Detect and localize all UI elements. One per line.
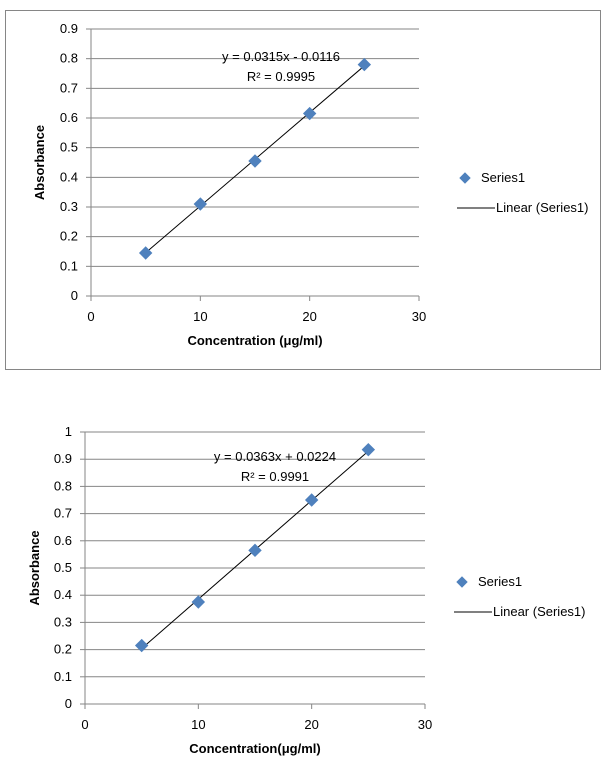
trendline-equation: y = 0.0363x + 0.0224	[214, 449, 336, 464]
legend-label-linear: Linear (Series1)	[493, 604, 586, 619]
y-tick-label: 0.4	[54, 587, 72, 602]
x-tick-label: 20	[304, 717, 318, 732]
y-tick-label: 0.7	[54, 506, 72, 521]
y-tick-label: 0.3	[60, 199, 78, 214]
trendline-r-squared: R² = 0.9995	[247, 69, 315, 84]
data-point	[134, 638, 149, 653]
x-tick-label: 30	[412, 309, 426, 324]
data-point	[361, 442, 376, 457]
y-tick-label: 0.3	[54, 614, 72, 629]
y-tick-label: 0.4	[60, 169, 78, 184]
y-tick-label: 0.5	[54, 560, 72, 575]
y-tick-label: 0.7	[60, 80, 78, 95]
y-axis-title: Absorbance	[27, 530, 42, 605]
data-point	[193, 197, 208, 211]
legend-label-series1: Series1	[478, 574, 522, 589]
y-tick-label: 0	[65, 696, 72, 711]
y-tick-label: 0.1	[54, 669, 72, 684]
data-point	[138, 246, 153, 260]
y-tick-label: 0.1	[60, 258, 78, 273]
y-tick-label: 0.9	[54, 451, 72, 466]
data-point	[357, 57, 372, 72]
y-tick-label: 0.2	[54, 642, 72, 657]
trendline-r-squared: R² = 0.9991	[241, 469, 309, 484]
chart-2: 0 0.1 0.2 0.3 0.4 0.5 0.6 0.7 0.8 0.9 1 0 10 20 30 Conc…	[5, 418, 599, 758]
x-tick-label: 10	[191, 717, 205, 732]
data-point	[302, 106, 317, 121]
y-tick-label: 0.5	[60, 140, 78, 155]
y-tick-label: 0.6	[60, 110, 78, 125]
x-tick-label: 10	[193, 309, 207, 324]
y-tick-label: 0.8	[54, 478, 72, 493]
legend-marker-series1	[459, 172, 471, 184]
data-point	[248, 154, 262, 168]
y-tick-label: 0.6	[54, 533, 72, 548]
y-tick-label: 0.8	[60, 51, 78, 66]
x-tick-label: 0	[81, 717, 88, 732]
x-tick-label: 20	[302, 309, 316, 324]
y-tick-label: 0.2	[60, 229, 78, 244]
x-tick-label: 0	[87, 309, 94, 324]
data-point	[248, 543, 262, 558]
x-tick-label: 30	[418, 717, 432, 732]
trendline-equation: y = 0.0315x - 0.0116	[222, 49, 340, 64]
chart-2-svg: 00.10.20.30.40.50.60.70.80.910 10 20 30Conc…	[27, 424, 586, 756]
chart-1: 0 0.1 0.2 0.3 0.4 0.5 0.6 0.7 0.8 0.9 0 10 20 30 Conce…	[5, 10, 601, 370]
x-axis-title: Concentration (μg/ml)	[187, 333, 322, 348]
legend-label-linear: Linear (Series1)	[496, 200, 589, 215]
data-point	[191, 595, 206, 609]
legend-marker-series1	[456, 576, 468, 588]
y-tick-label: 1	[65, 424, 72, 439]
data-point	[304, 493, 319, 507]
chart-1-svg: 0 0.1 0.2 0.3 0.4 0.5 0.6 0.7 0.8 0.9 0 10 20 30 Conce…	[32, 21, 589, 348]
y-axis-title: Absorbance	[32, 125, 47, 200]
x-axis-title: Concentration(μg/ml)	[189, 741, 320, 756]
y-tick-label: 0.9	[60, 21, 78, 36]
legend-label-series1: Series1	[481, 170, 525, 185]
y-tick-label: 0	[71, 288, 78, 303]
